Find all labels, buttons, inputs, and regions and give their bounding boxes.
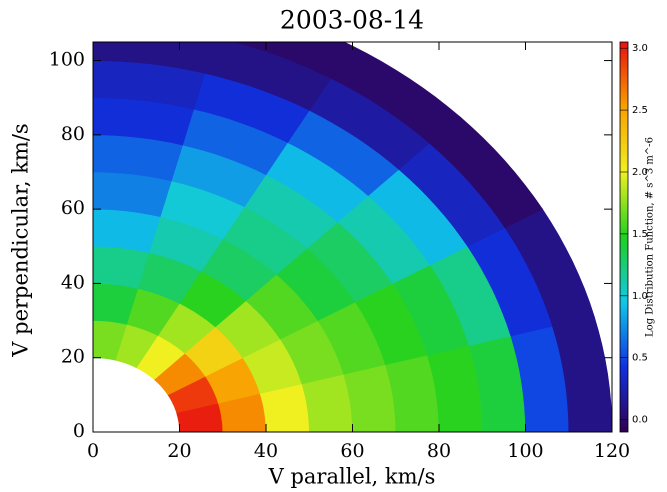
colorbar-label: Log Distribution Function, # s^3 m^-6 xyxy=(645,137,656,337)
colorbar-tick-label: 2.5 xyxy=(632,105,648,116)
x-tick-label: 60 xyxy=(340,440,364,462)
heat-cell xyxy=(93,0,227,37)
colorbar-tick-label: 1.5 xyxy=(632,229,648,240)
colorbar-tick-label: 1.0 xyxy=(632,291,648,302)
x-tick-label: 100 xyxy=(507,440,543,462)
y-tick-label: 0 xyxy=(73,420,85,442)
y-tick-label: 100 xyxy=(49,49,85,71)
x-axis-label: V parallel, km/s xyxy=(268,465,436,489)
x-tick-label: 120 xyxy=(594,440,630,462)
y-tick-label: 60 xyxy=(61,197,85,219)
heat-cell xyxy=(93,42,215,74)
x-tick-label: 80 xyxy=(427,440,451,462)
colorbar-tick-label: 3.0 xyxy=(632,43,648,54)
y-tick-label: 40 xyxy=(61,271,85,293)
x-tick-label: 40 xyxy=(254,440,278,462)
colorbar-tick-label: 0.5 xyxy=(632,353,648,364)
colorbar xyxy=(619,41,629,433)
heat-cell xyxy=(93,208,161,253)
colorbar-tick-label: 2.0 xyxy=(632,167,648,178)
y-tick-label: 80 xyxy=(61,123,85,145)
plot-area xyxy=(93,0,612,432)
x-tick-label: 0 xyxy=(87,440,99,462)
y-tick-label: 20 xyxy=(61,346,85,368)
y-axis-label: V perpendicular, km/s xyxy=(9,123,33,357)
heat-cell xyxy=(301,373,353,432)
chart-title: 2003-08-14 xyxy=(280,6,424,35)
colorbar-tick-label: 0.0 xyxy=(632,415,648,426)
heat-cell xyxy=(233,42,353,79)
x-tick-label: 20 xyxy=(167,440,191,462)
